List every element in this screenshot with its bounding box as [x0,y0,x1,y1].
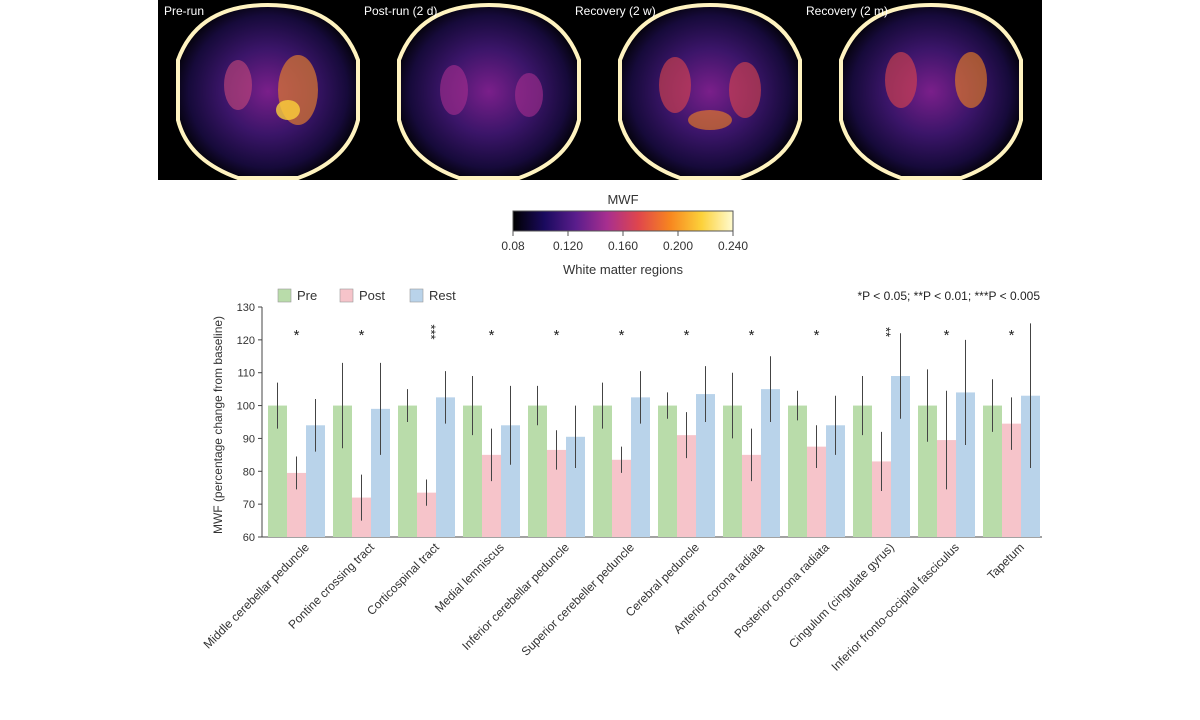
bar-pre [333,405,352,537]
x-tick-label: Cingulum (cingulate gyrus) [786,540,897,651]
bar-pre [398,405,417,537]
bar-pre [463,405,482,537]
bar-pre [983,405,1002,537]
x-tick-label: Tapetum [984,540,1026,582]
bar-rest [761,389,780,537]
x-tick-label: Superior cerebeller peduncle [519,540,638,659]
legend-swatch-pre [277,288,292,303]
bar-post [417,492,436,537]
significance-marker: * [944,327,950,344]
significance-marker: * [1009,327,1015,344]
significance-marker: * [489,327,495,344]
significance-marker: * [359,327,365,344]
bar-rest [956,392,975,537]
bar-rest [306,425,325,537]
bar-post [287,472,306,537]
x-tick-label: Corticospinal tract [364,540,442,618]
bar-pre [853,405,872,537]
brain-image-1 [176,2,360,180]
significance-markers: * * *** * * * * * * ** * * [294,324,1015,344]
chart-axes: 60 70 80 90 100 110 120 130 [237,302,1042,544]
significance-note: *P < 0.05; **P < 0.01; ***P < 0.005 [858,289,1041,303]
bar-rest [501,425,520,537]
legend-label-post: Post [359,288,385,303]
bar-pre [658,405,677,537]
x-tick-label: Medial lemniscus [432,540,507,615]
brain-image-4 [839,2,1023,180]
x-tick-label: Inferior fronto-occipital fasciculus [828,540,961,673]
legend-swatch-rest [409,288,424,303]
bar-rest [696,394,715,537]
y-tick-label: 100 [237,401,255,413]
bar-post [742,454,761,537]
significance-marker: * [619,327,625,344]
panel-label: Recovery (2 w) [575,4,656,18]
significance-marker: *** [424,324,439,339]
significance-marker: ** [879,327,894,337]
y-tick-label: 60 [243,532,255,544]
legend-swatch-post [339,288,354,303]
panel-label: Post-run (2 d) [364,4,438,18]
panel-pre-run: Pre-run [158,0,379,180]
legend-label-rest: Rest [429,288,456,303]
y-tick-label: 80 [243,466,255,478]
chart-legend: Pre Post Rest [277,288,456,303]
bar-rest [631,397,650,537]
bar-pre [788,405,807,537]
bar-rest [891,376,910,537]
y-tick-label: 110 [237,368,255,380]
bar-post [872,461,891,537]
y-axis-label: MWF (percentage change from baseline) [211,316,225,534]
bar-pre [918,405,937,537]
bar-post [807,446,826,537]
significance-marker: * [554,327,560,344]
significance-marker: * [294,327,300,344]
bar-post [1002,423,1021,537]
bar-post [612,459,631,537]
y-tick-label: 90 [243,433,255,445]
panel-post-run: Post-run (2 d) [358,0,579,180]
brain-image-3 [618,2,802,180]
y-tick-label: 130 [237,302,255,314]
bar-pre [593,405,612,537]
significance-marker: * [749,327,755,344]
significance-marker: * [684,327,690,344]
panel-label: Recovery (2 m) [806,4,889,18]
legend-label-pre: Pre [297,288,317,303]
y-tick-label: 70 [243,499,255,511]
x-tick-label: Middle cerebellar peduncle [201,540,313,652]
significance-marker: * [814,327,820,344]
bar-post [482,454,501,537]
panel-recovery-2m: Recovery (2 m) [800,0,1021,180]
bar-post [547,449,566,537]
panel-recovery-2w: Recovery (2 w) [569,0,790,180]
bar-rest [566,436,585,537]
bar-pre [268,405,287,537]
bar-post [677,435,696,537]
bar-pre [528,405,547,537]
bar-pre [723,405,742,537]
brain-images-svg [176,2,1023,180]
bar-rest [436,397,455,537]
chart-error-bars [277,323,1031,521]
y-tick-label: 120 [237,335,255,347]
brain-mri-panels: Pre-run Post-run (2 d) Recovery (2 w) Re… [158,0,1042,180]
chart-bars [268,376,1040,537]
x-tick-label: Inferior cerebellar peduncle [459,540,572,653]
panel-label: Pre-run [164,4,205,18]
bar-rest [371,408,390,537]
brain-image-2 [397,2,581,180]
bar-rest [826,425,845,537]
